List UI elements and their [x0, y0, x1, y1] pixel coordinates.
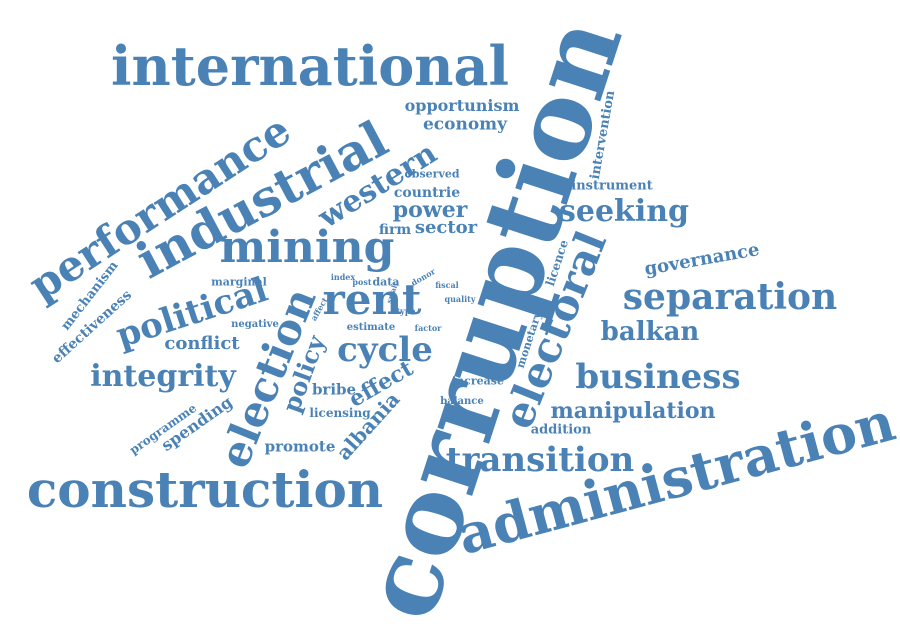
- word-manipulation: manipulation: [550, 398, 716, 424]
- word-construction: construction: [26, 460, 384, 519]
- word-balance: balance: [440, 396, 484, 407]
- word-instrument: instrument: [571, 178, 653, 194]
- word-seeking: seeking: [558, 194, 690, 229]
- word-fiscal: fiscal: [435, 280, 459, 290]
- word-international: international: [110, 34, 510, 98]
- word-sector: sector: [414, 217, 478, 238]
- word-donor: donor: [409, 266, 437, 288]
- word-marginal: marginal: [211, 275, 267, 289]
- word-addition: addition: [530, 422, 592, 438]
- word-licensing: licensing: [309, 406, 371, 420]
- word-type: type: [396, 306, 416, 316]
- word-factor: factor: [414, 323, 442, 333]
- word-mining: mining: [219, 222, 395, 273]
- word-transition: transition: [445, 440, 635, 480]
- word-estimate: estimate: [346, 322, 396, 333]
- word-conflict: conflict: [164, 333, 240, 354]
- word-increase: increase: [452, 374, 504, 388]
- word-data: data: [372, 275, 400, 289]
- word-business: business: [575, 357, 741, 397]
- word-economy: economy: [422, 114, 508, 135]
- word-rent: rent: [322, 275, 422, 324]
- word-observed: observed: [404, 167, 460, 181]
- word-promote: promote: [264, 437, 336, 456]
- word-negative: negative: [231, 319, 279, 330]
- word-countrie: countrie: [393, 185, 461, 201]
- word-index: index: [330, 272, 356, 282]
- word-power: power: [392, 197, 468, 223]
- word-quality: quality: [444, 294, 476, 304]
- word-post: post: [352, 277, 372, 287]
- word-opportunism: opportunism: [404, 96, 520, 115]
- word-separation: separation: [622, 276, 838, 318]
- word-integrity: integrity: [90, 359, 236, 394]
- word-governance: governance: [642, 239, 761, 280]
- word-firm: firm: [378, 222, 412, 238]
- word-cycle: cycle: [337, 330, 433, 370]
- word-balkan: balkan: [600, 317, 700, 347]
- word-bribe: bribe: [311, 380, 357, 399]
